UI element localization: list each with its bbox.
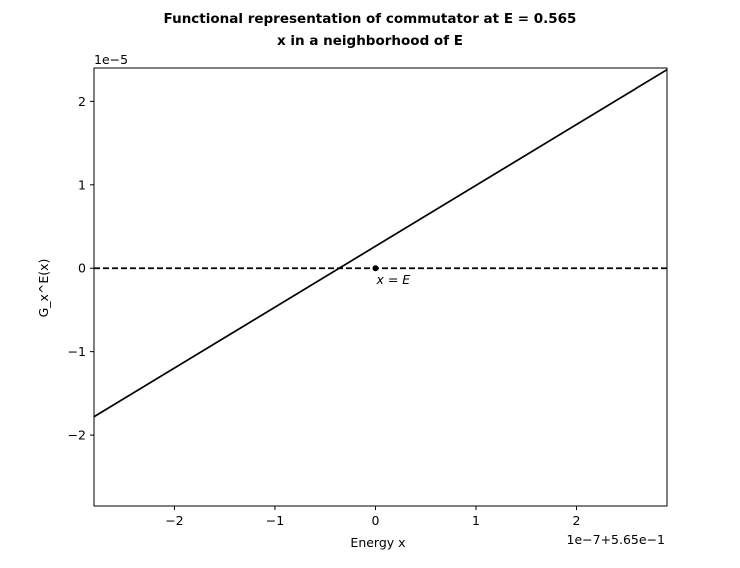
x-tick-label: 0 [371,513,379,528]
x-offset-label: 1e−7+5.65e−1 [567,532,666,547]
y-offset-label: 1e−5 [94,52,128,67]
x-tick-label: −2 [165,513,183,528]
plot-area: x = E [93,68,668,418]
y-tick-label: 1 [78,177,86,192]
x-axis: −2 −1 0 1 2 [165,506,581,528]
y-tick-label: 0 [78,261,86,276]
commutator-line [93,68,668,418]
y-tick-label: 2 [78,94,86,109]
point-marker [372,265,379,272]
x-axis-label: Energy x [350,535,405,550]
y-axis: −2 −1 0 1 2 [68,94,94,443]
chart-title-line2: x in a neighborhood of E [277,33,463,49]
chart-title-line1: Functional representation of commutator … [164,11,577,27]
chart-title: Functional representation of commutator … [164,11,577,49]
point-marker-label: x = E [375,272,410,287]
x-tick-label: 2 [573,513,581,528]
axes-frame [93,67,668,507]
x-tick-label: 1 [472,513,480,528]
y-tick-label: −2 [68,428,86,443]
y-tick-label: −1 [68,344,86,359]
x-tick-label: −1 [266,513,284,528]
y-axis-label: G_x^E(x) [36,259,51,318]
